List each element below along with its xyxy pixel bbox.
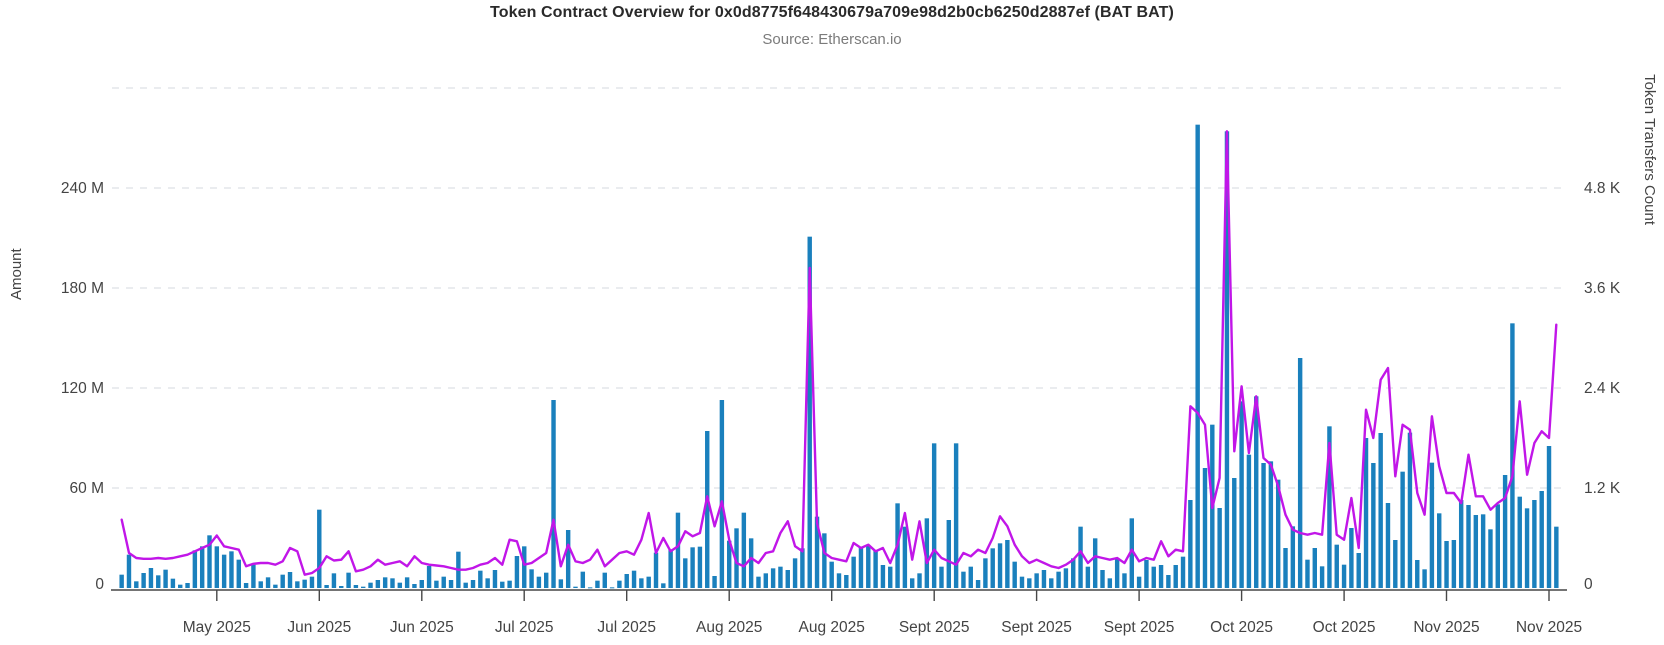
x-axis-label: Jun 2025 — [287, 619, 351, 636]
svg-text:4.8 K: 4.8 K — [1584, 180, 1621, 197]
svg-text:120 M: 120 M — [61, 380, 104, 397]
svg-text:0: 0 — [1584, 576, 1593, 593]
right-axis-tick-labels: 0 1.2 K 2.4 K 3.6 K 4.8 K — [1584, 180, 1621, 593]
svg-text:0: 0 — [95, 576, 104, 593]
svg-text:180 M: 180 M — [61, 280, 104, 297]
svg-text:2.4 K: 2.4 K — [1584, 380, 1621, 397]
svg-text:60 M: 60 M — [70, 480, 104, 497]
transfers-line — [120, 130, 1558, 576]
svg-text:1.2 K: 1.2 K — [1584, 480, 1621, 497]
x-axis-label: Aug 2025 — [696, 619, 762, 636]
x-axis: May 2025 Jun 2025 Jun 2025 Jul 2025 Jul 2025… — [111, 589, 1582, 636]
x-axis-label: Nov 2025 — [1516, 619, 1582, 636]
svg-text:3.6 K: 3.6 K — [1584, 280, 1621, 297]
x-axis-label: Sept 2025 — [1104, 619, 1175, 636]
x-axis-label: Jul 2025 — [495, 619, 554, 636]
x-axis-label: Jul 2025 — [597, 619, 656, 636]
x-axis-label: Aug 2025 — [799, 619, 865, 636]
x-axis-label: Nov 2025 — [1413, 619, 1479, 636]
chart-title: Token Contract Overview for 0x0d8775f648… — [490, 4, 1174, 21]
gridlines — [112, 87, 1566, 489]
x-axis-label: May 2025 — [183, 619, 251, 636]
svg-text:240 M: 240 M — [61, 180, 104, 197]
x-axis-label: Jun 2025 — [390, 619, 454, 636]
x-axis-label: Oct 2025 — [1210, 619, 1273, 636]
amount-bars — [119, 124, 1559, 589]
chart-subtitle: Source: Etherscan.io — [762, 31, 902, 48]
x-axis-label: Sept 2025 — [899, 619, 970, 636]
x-axis-label: Sept 2025 — [1001, 619, 1072, 636]
left-axis-tick-labels: 0 60 M 120 M 180 M 240 M — [61, 180, 104, 593]
x-axis-label: Oct 2025 — [1313, 619, 1376, 636]
